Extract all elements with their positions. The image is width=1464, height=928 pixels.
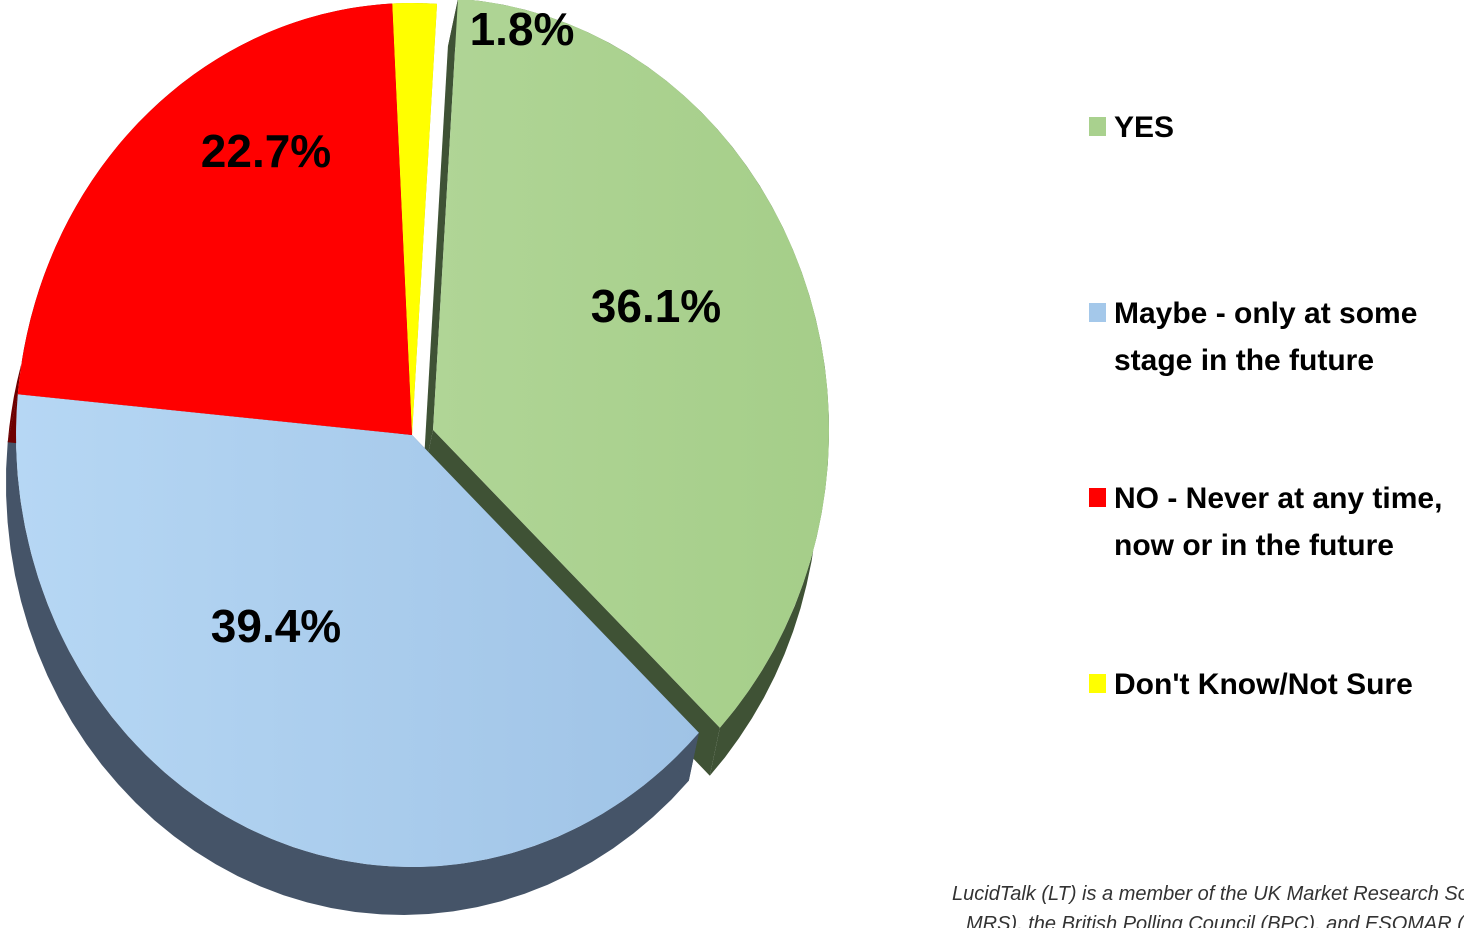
slice-label-layer: 1.8% 36.1% 39.4% 22.7% <box>201 3 721 652</box>
footer-note: LucidTalk (LT) is a member of the UK Mar… <box>952 883 1464 928</box>
slice-dont-know <box>392 2 437 436</box>
footer-line-1: LucidTalk (LT) is a member of the UK Mar… <box>952 883 1464 905</box>
legend-label-no-line1: NO - Never at any time, <box>1114 482 1442 515</box>
legend-item-dont-know: Don't Know/Not Sure <box>1089 668 1413 701</box>
legend-item-maybe: Maybe - only at some stage in the future <box>1089 297 1417 377</box>
slice-value-label-maybe: 39.4% <box>211 600 341 652</box>
slice-edge-yes-0 <box>423 0 458 478</box>
legend-swatch-maybe <box>1089 303 1106 322</box>
slice-maybe <box>16 394 699 867</box>
legend-swatch-dont-know <box>1089 674 1106 693</box>
slice-rim-maybe <box>6 394 699 915</box>
legend-item-yes: YES <box>1089 111 1174 144</box>
legend-label-maybe-line1: Maybe - only at some <box>1114 297 1417 330</box>
legend-item-no: NO - Never at any time, now or in the fu… <box>1089 482 1442 562</box>
slice-yes <box>433 0 829 728</box>
legend-label-dont-know: Don't Know/Not Sure <box>1114 668 1413 701</box>
legend-label-maybe-line2: stage in the future <box>1114 344 1374 377</box>
legend-label-yes: YES <box>1114 111 1174 144</box>
legend-swatch-yes <box>1089 117 1106 136</box>
slice-value-label-dont-know: 1.8% <box>470 3 575 55</box>
slice-value-label-no: 22.7% <box>201 125 331 177</box>
legend-label-no-line2: now or in the future <box>1114 529 1394 562</box>
slice-value-label-yes: 36.1% <box>591 280 721 332</box>
footer-line-2: MRS), the British Polling Council (BPC),… <box>966 913 1464 928</box>
slice-no <box>17 3 413 435</box>
legend-swatch-no <box>1089 488 1106 507</box>
legend: YES Maybe - only at some stage in the fu… <box>1089 111 1442 701</box>
pie-top-layer <box>16 0 829 867</box>
